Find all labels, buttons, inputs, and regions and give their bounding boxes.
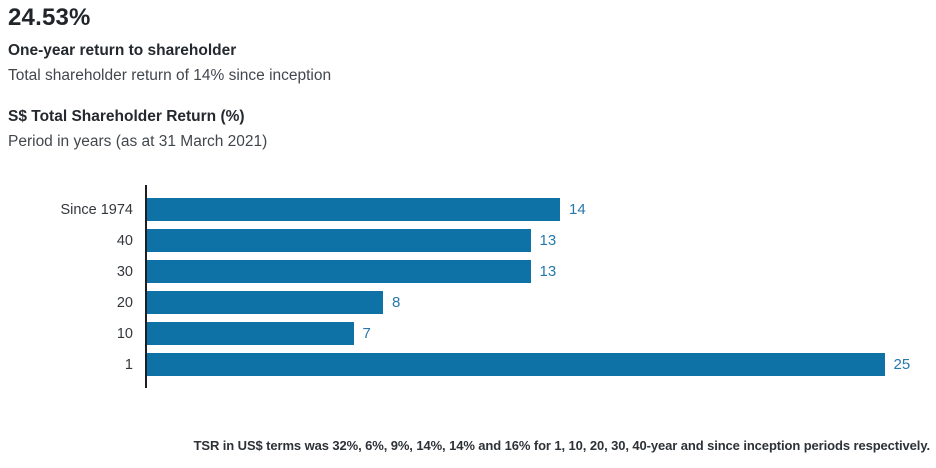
category-label: 10 <box>116 325 133 342</box>
bar <box>147 353 885 376</box>
category-label: 30 <box>116 263 133 280</box>
category-label: 1 <box>124 356 133 373</box>
value-label: 14 <box>569 201 586 218</box>
y-axis-line <box>145 185 147 388</box>
bar <box>147 260 531 283</box>
headline-caption: One-year return to shareholder <box>8 42 237 59</box>
chart-row: 1 25 <box>8 349 930 380</box>
bar <box>147 291 383 314</box>
category-label: Since 1974 <box>60 201 133 218</box>
chart-row: 20 8 <box>8 287 930 318</box>
bar <box>147 322 354 345</box>
bar-chart: Since 1974 14 40 13 30 13 20 8 10 7 1 25 <box>8 185 930 388</box>
value-label: 13 <box>539 232 557 249</box>
headline-description: Total shareholder return of 14% since in… <box>8 67 332 84</box>
chart-rows: Since 1974 14 40 13 30 13 20 8 10 7 1 25 <box>8 194 930 380</box>
value-label: 8 <box>392 294 401 311</box>
category-label: 20 <box>116 294 133 311</box>
category-label: 40 <box>116 232 133 249</box>
chart-subtitle: Period in years (as at 31 March 2021) <box>8 133 268 150</box>
footnote: TSR in US$ terms was 32%, 6%, 9%, 14%, 1… <box>193 438 931 453</box>
value-label: 7 <box>362 325 371 342</box>
chart-row: 10 7 <box>8 318 930 349</box>
value-label: 25 <box>893 356 911 373</box>
value-label: 13 <box>539 263 557 280</box>
chart-row: Since 1974 14 <box>8 194 930 225</box>
headline-percentage: 24.53% <box>8 4 91 31</box>
bar <box>147 198 560 221</box>
chart-row: 30 13 <box>8 256 930 287</box>
bar <box>147 229 531 252</box>
chart-row: 40 13 <box>8 225 930 256</box>
chart-title: S$ Total Shareholder Return (%) <box>8 108 245 125</box>
